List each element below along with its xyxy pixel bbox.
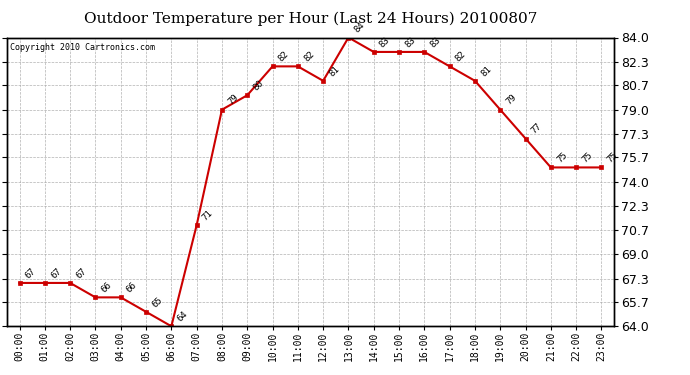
Text: 84: 84 — [353, 21, 366, 35]
Text: 83: 83 — [378, 35, 392, 49]
Text: 82: 82 — [454, 50, 468, 64]
Text: 66: 66 — [99, 280, 114, 295]
Text: 80: 80 — [251, 78, 266, 93]
Text: 82: 82 — [302, 50, 316, 64]
Text: 75: 75 — [555, 151, 569, 165]
Text: 83: 83 — [403, 35, 417, 49]
Text: 71: 71 — [201, 209, 215, 222]
Text: 66: 66 — [125, 280, 139, 295]
Text: 82: 82 — [277, 50, 290, 64]
Text: 67: 67 — [49, 266, 63, 280]
Text: Copyright 2010 Cartronics.com: Copyright 2010 Cartronics.com — [10, 43, 155, 52]
Text: 79: 79 — [504, 93, 518, 107]
Text: 77: 77 — [530, 122, 544, 136]
Text: 83: 83 — [428, 35, 442, 49]
Text: 81: 81 — [479, 64, 493, 78]
Text: 67: 67 — [75, 266, 88, 280]
Text: 75: 75 — [606, 151, 620, 165]
Text: 75: 75 — [580, 151, 594, 165]
Text: Outdoor Temperature per Hour (Last 24 Hours) 20100807: Outdoor Temperature per Hour (Last 24 Ho… — [83, 11, 538, 26]
Text: 79: 79 — [226, 93, 240, 107]
Text: 64: 64 — [175, 309, 190, 324]
Text: 65: 65 — [150, 295, 164, 309]
Text: 81: 81 — [327, 64, 342, 78]
Text: 67: 67 — [23, 266, 38, 280]
